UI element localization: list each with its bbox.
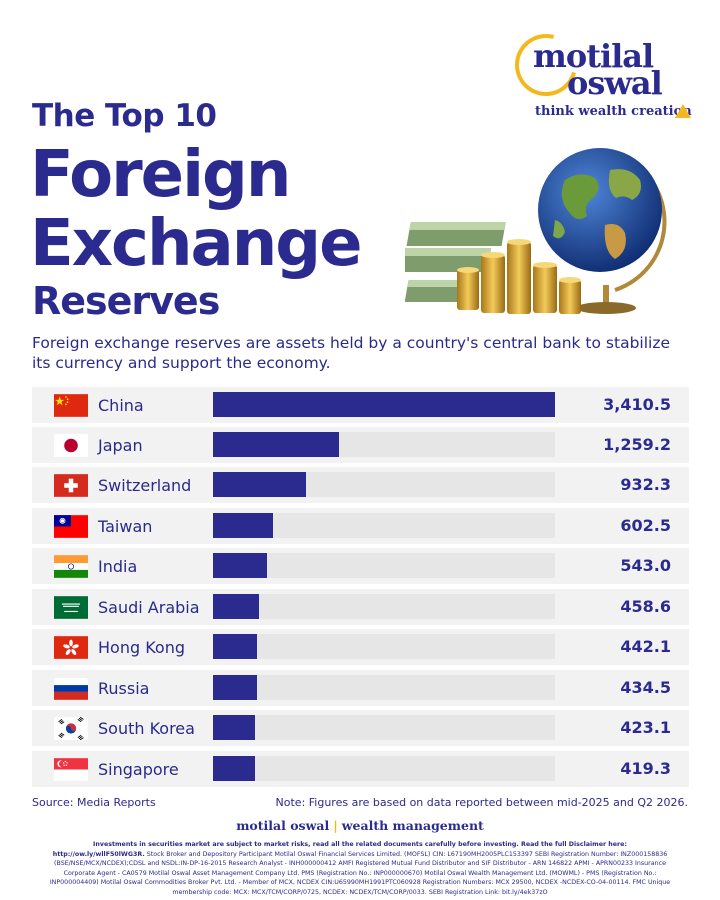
bar-track bbox=[213, 756, 555, 781]
logo-word-motilal: motilal bbox=[533, 37, 654, 75]
bar bbox=[213, 553, 267, 578]
page-title-exchange: Exchange bbox=[30, 207, 362, 281]
source-text: Source: Media Reports bbox=[32, 796, 156, 809]
india-flag-icon bbox=[54, 555, 88, 578]
chart-row: South Korea 423.1 bbox=[32, 710, 689, 746]
value-label: 434.5 bbox=[620, 678, 671, 697]
logo-tagline: think wealth creation bbox=[535, 104, 692, 119]
chart-row: Japan 1,259.2 bbox=[32, 427, 689, 463]
footer-brand-left: motilal oswal bbox=[236, 818, 330, 833]
value-label: 543.0 bbox=[620, 556, 671, 575]
switzerland-flag-icon bbox=[54, 474, 88, 497]
value-label: 419.3 bbox=[620, 759, 671, 778]
disclaimer-text: Investments in securities market are sub… bbox=[46, 840, 674, 898]
disclaimer-rest: Stock Broker and Depository Participant … bbox=[49, 850, 671, 896]
page-title-reserves: Reserves bbox=[32, 279, 220, 323]
value-label: 3,410.5 bbox=[603, 395, 671, 414]
country-label: Japan bbox=[98, 436, 143, 455]
value-label: 602.5 bbox=[620, 516, 671, 535]
country-label: Saudi Arabia bbox=[98, 598, 200, 617]
value-label: 423.1 bbox=[620, 718, 671, 737]
logo-word-oswal: oswal bbox=[567, 64, 663, 102]
south-korea-flag-icon bbox=[54, 717, 88, 740]
bar-track bbox=[213, 675, 555, 700]
value-label: 1,259.2 bbox=[603, 435, 671, 454]
chart-row: Russia 434.5 bbox=[32, 670, 689, 706]
country-label: Russia bbox=[98, 679, 150, 698]
footer-brand: motilal oswal | wealth management bbox=[0, 818, 720, 833]
value-label: 458.6 bbox=[620, 597, 671, 616]
value-label: 932.3 bbox=[620, 475, 671, 494]
bar bbox=[213, 513, 273, 538]
bar bbox=[213, 634, 257, 659]
logo-triangle-icon bbox=[675, 104, 691, 118]
country-label: South Korea bbox=[98, 719, 195, 738]
globe-money-illustration bbox=[405, 148, 667, 314]
chart-row: Switzerland 932.3 bbox=[32, 467, 689, 503]
country-label: China bbox=[98, 396, 144, 415]
bar bbox=[213, 675, 257, 700]
taiwan-flag-icon bbox=[54, 515, 88, 538]
note-text: Note: Figures are based on data reported… bbox=[275, 796, 688, 809]
bar bbox=[213, 594, 259, 619]
chart-row: Taiwan 602.5 bbox=[32, 508, 689, 544]
country-label: India bbox=[98, 557, 138, 576]
gold-coins-icon bbox=[457, 239, 581, 314]
bar-track bbox=[213, 594, 555, 619]
chart-row: Saudi Arabia 458.6 bbox=[32, 589, 689, 625]
bar-track bbox=[213, 634, 555, 659]
bar-track bbox=[213, 553, 555, 578]
bar bbox=[213, 715, 255, 740]
country-label: Switzerland bbox=[98, 476, 192, 495]
chart-row: Singapore 419.3 bbox=[32, 751, 689, 787]
bar bbox=[213, 392, 555, 417]
motilal-oswal-logo: motilal oswal think wealth creation bbox=[503, 22, 695, 122]
disclaimer-bold: Investments in securities market are sub… bbox=[52, 841, 627, 858]
japan-flag-icon bbox=[54, 434, 88, 457]
bar bbox=[213, 472, 306, 497]
country-label: Taiwan bbox=[98, 517, 153, 536]
value-label: 442.1 bbox=[620, 637, 671, 656]
globe-icon bbox=[538, 148, 667, 314]
singapore-flag-icon bbox=[54, 758, 88, 781]
chart-row: Hong Kong 442.1 bbox=[32, 629, 689, 665]
china-flag-icon bbox=[54, 394, 88, 417]
page-title-foreign: Foreign bbox=[30, 138, 291, 212]
saudi-arabia-flag-icon bbox=[54, 596, 88, 619]
footer-brand-separator: | bbox=[333, 818, 338, 833]
description-text: Foreign exchange reserves are assets hel… bbox=[32, 334, 670, 372]
chart-row: China 3,410.5 bbox=[32, 387, 689, 423]
chart-row: India 543.0 bbox=[32, 548, 689, 584]
russia-flag-icon bbox=[54, 677, 88, 700]
footer-brand-right: wealth management bbox=[341, 818, 484, 833]
bar bbox=[213, 432, 339, 457]
page-title-small: The Top 10 bbox=[32, 98, 217, 134]
country-label: Singapore bbox=[98, 760, 179, 779]
bar-track bbox=[213, 715, 555, 740]
bar bbox=[213, 756, 255, 781]
country-label: Hong Kong bbox=[98, 638, 185, 657]
hong-kong-flag-icon bbox=[54, 636, 88, 659]
